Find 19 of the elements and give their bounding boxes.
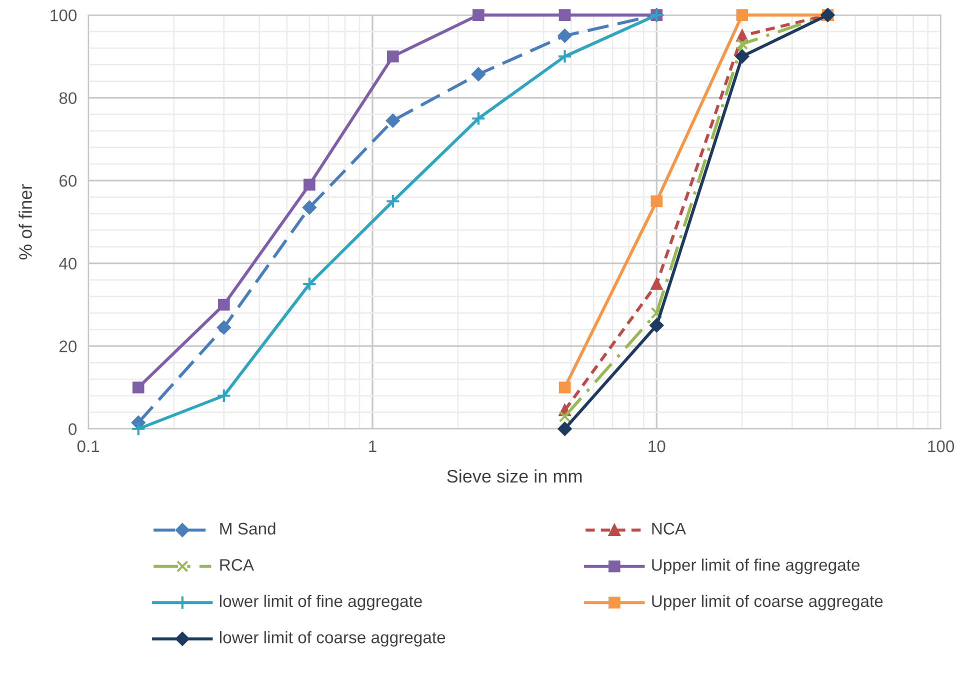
legend-label: M Sand <box>220 522 276 535</box>
legend-label: RCA <box>220 559 254 571</box>
y-tick-label: 80 <box>59 92 77 104</box>
x-axis-title: Sieve size in mm <box>447 469 582 483</box>
y-axis-title: % of finer <box>18 184 32 260</box>
x-tick-label: 0.1 <box>77 440 100 452</box>
x-tick-label: 1 <box>369 440 376 452</box>
y-tick-label: 40 <box>59 258 77 270</box>
legend-label: NCA <box>652 522 686 535</box>
y-tick-label: 20 <box>60 340 77 352</box>
y-tick-label: 60 <box>60 174 77 187</box>
y-tick-label: 100 <box>50 9 77 22</box>
legend-label: lower limit of fine aggregate <box>220 594 422 610</box>
x-tick-label: 100 <box>928 440 954 452</box>
y-tick-label: 0 <box>68 423 77 436</box>
legend-label: lower limit of coarse aggregate <box>220 631 446 647</box>
x-tick-label: 10 <box>648 440 666 452</box>
legend-label: Upper limit of fine aggregate <box>652 558 860 574</box>
legend-label: Upper limit of coarse aggregate <box>652 594 883 610</box>
